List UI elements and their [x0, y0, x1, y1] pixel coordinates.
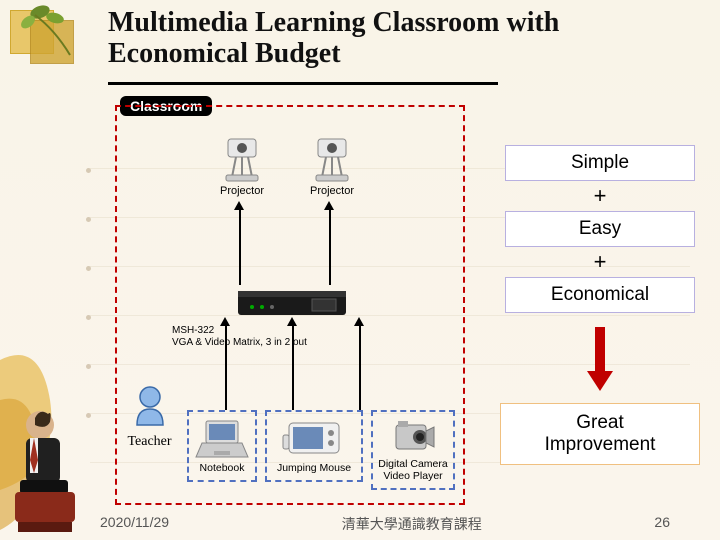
- corner-decoration: [0, 0, 100, 100]
- jumping-mouse-icon: [279, 415, 349, 463]
- projector-2-label: Projector: [307, 185, 357, 197]
- footer-center: 清華大學通識教育課程: [342, 514, 482, 534]
- result-l2: Improvement: [545, 434, 656, 455]
- projector-1-label: Projector: [217, 185, 267, 197]
- mouse-label: Jumping Mouse: [265, 463, 363, 475]
- title-line1: Multimedia Learning Classroom with: [108, 7, 559, 38]
- notebook-icon: [192, 415, 252, 463]
- projector-icon: [310, 135, 354, 183]
- camera-label-2: Video Player: [383, 470, 442, 482]
- eq-economical: Economical: [505, 277, 695, 313]
- eq-simple: Simple: [505, 145, 695, 181]
- projector-icon: [220, 135, 264, 183]
- teacher-icon: [131, 385, 169, 429]
- slide-title: Multimedia Learning Classroom with Econo…: [108, 8, 700, 70]
- switch-icon: [232, 285, 352, 321]
- camera-label-1: Digital Camera: [378, 458, 447, 470]
- footer-page: 26: [654, 514, 670, 534]
- title-line2: Economical Budget: [108, 38, 341, 69]
- notebook-label: Notebook: [187, 463, 257, 475]
- device-jumping-mouse: Jumping Mouse: [265, 415, 363, 475]
- device-notebook: Notebook: [187, 415, 257, 475]
- teacher: Teacher: [127, 385, 172, 450]
- equation-column: Simple + Easy + Economical Great Improve…: [500, 145, 700, 465]
- title-underline: [108, 82, 498, 85]
- footer-date: 2020/11/29: [100, 514, 169, 534]
- down-arrow-icon: [585, 327, 615, 393]
- businessman-decoration: [0, 310, 110, 540]
- leaf-icon: [0, 0, 90, 80]
- result-l1: Great: [576, 412, 624, 433]
- teacher-label: Teacher: [127, 434, 172, 450]
- eq-easy: Easy: [505, 211, 695, 247]
- projector-2: Projector: [307, 135, 357, 197]
- plus-1: +: [594, 183, 607, 209]
- footer: 2020/11/29 清華大學通識教育課程 26: [0, 514, 720, 534]
- plus-2: +: [594, 249, 607, 275]
- projector-1: Projector: [217, 135, 267, 197]
- eq-result: Great Improvement: [500, 403, 700, 465]
- classroom-diagram: Projector Projector: [115, 105, 465, 505]
- switch-desc: VGA & Video Matrix, 3 in 2 out: [172, 337, 307, 348]
- switch-model: MSH-322: [172, 325, 214, 336]
- device-camera: Digital Camera Video Player: [371, 415, 455, 482]
- camera-icon: [388, 415, 438, 459]
